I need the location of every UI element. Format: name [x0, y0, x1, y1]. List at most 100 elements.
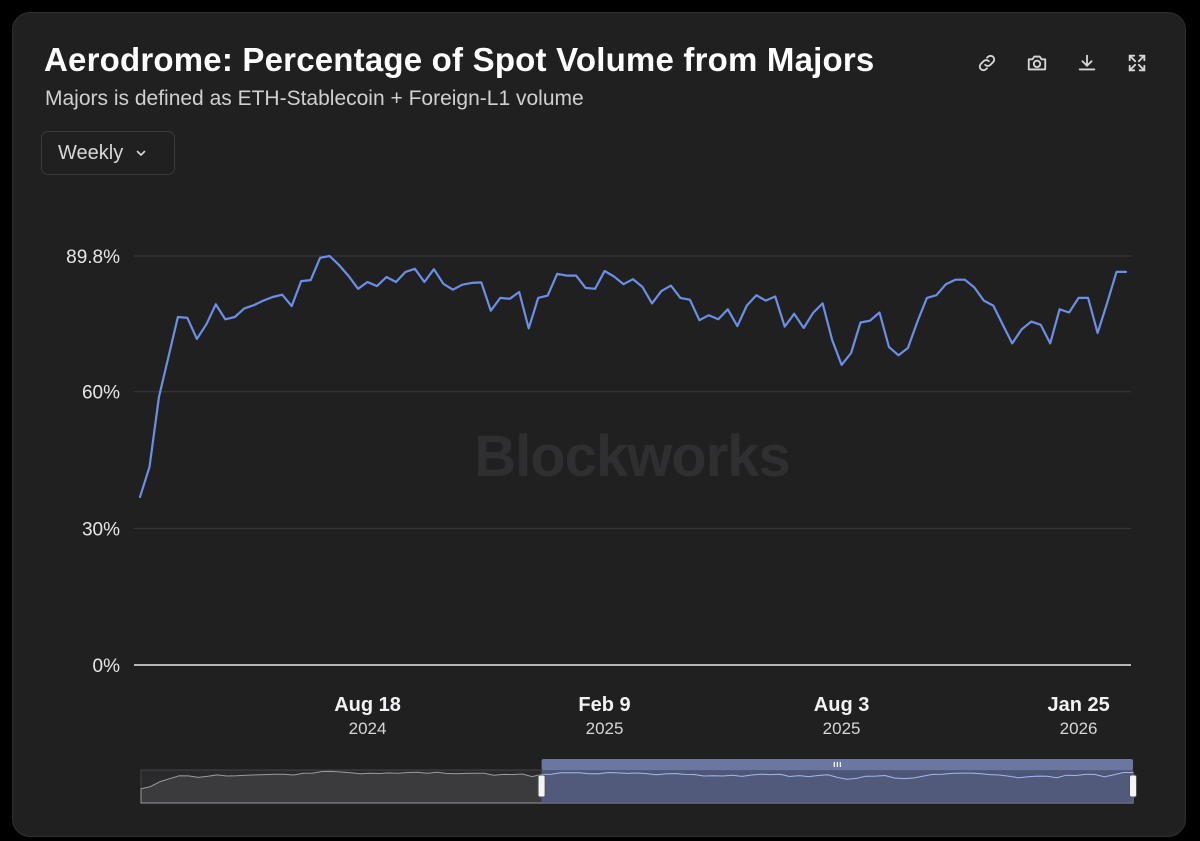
fullscreen-button[interactable] [1125, 51, 1149, 75]
data-point[interactable] [886, 344, 892, 350]
data-point[interactable] [137, 494, 143, 500]
data-point[interactable] [1057, 306, 1063, 312]
data-point[interactable] [867, 318, 873, 324]
data-point[interactable] [1104, 300, 1110, 306]
download-button[interactable] [1075, 51, 1099, 75]
data-point[interactable] [829, 337, 835, 343]
data-point[interactable] [1028, 319, 1034, 325]
data-point[interactable] [820, 300, 826, 306]
navigator-selection[interactable] [541, 770, 1133, 803]
data-point[interactable] [147, 464, 153, 470]
data-point[interactable] [1009, 340, 1015, 346]
data-point[interactable] [175, 314, 181, 320]
data-point[interactable] [251, 302, 257, 308]
data-point[interactable] [535, 295, 541, 301]
data-point[interactable] [526, 325, 532, 331]
data-point[interactable] [516, 289, 522, 295]
data-point[interactable] [336, 262, 342, 268]
data-point[interactable] [611, 274, 617, 280]
data-point[interactable] [791, 311, 797, 317]
data-point[interactable] [1066, 310, 1072, 316]
data-point[interactable] [706, 312, 712, 318]
data-point[interactable] [421, 279, 427, 285]
data-point[interactable] [1076, 295, 1082, 301]
data-point[interactable] [896, 352, 902, 358]
data-point[interactable] [848, 350, 854, 356]
data-point[interactable] [725, 306, 731, 312]
data-point[interactable] [403, 269, 409, 275]
data-point[interactable] [308, 277, 314, 283]
data-point[interactable] [554, 271, 560, 277]
data-point[interactable] [355, 286, 361, 292]
data-point[interactable] [194, 336, 200, 342]
data-point[interactable] [564, 273, 570, 279]
data-point[interactable] [782, 324, 788, 330]
data-point[interactable] [1095, 330, 1101, 336]
data-point[interactable] [753, 292, 759, 298]
data-point[interactable] [677, 295, 683, 301]
data-point[interactable] [839, 362, 845, 368]
data-point[interactable] [507, 296, 513, 302]
copy-link-button[interactable] [975, 51, 999, 75]
data-point[interactable] [459, 282, 465, 288]
data-point[interactable] [763, 298, 769, 304]
data-point[interactable] [317, 255, 323, 261]
data-point[interactable] [649, 300, 655, 306]
data-point[interactable] [952, 277, 958, 283]
navigator-handle-right[interactable] [1129, 774, 1137, 798]
data-point[interactable] [744, 303, 750, 309]
data-point[interactable] [573, 273, 579, 279]
data-point[interactable] [962, 277, 968, 283]
data-point[interactable] [858, 320, 864, 326]
data-point[interactable] [801, 325, 807, 331]
data-point[interactable] [298, 278, 304, 284]
data-point[interactable] [203, 321, 209, 327]
data-point[interactable] [621, 281, 627, 287]
data-point[interactable] [478, 279, 484, 285]
data-point[interactable] [222, 316, 228, 322]
data-point[interactable] [384, 274, 390, 280]
data-point[interactable] [1123, 269, 1129, 275]
data-point[interactable] [630, 276, 636, 282]
data-point[interactable] [905, 345, 911, 351]
data-point[interactable] [1000, 322, 1006, 328]
navigator-handle-left[interactable] [537, 774, 546, 798]
data-point[interactable] [734, 323, 740, 329]
data-point[interactable] [981, 298, 987, 304]
data-point[interactable] [924, 295, 930, 301]
data-point[interactable] [592, 286, 598, 292]
data-point[interactable] [772, 294, 778, 300]
data-point[interactable] [1038, 322, 1044, 328]
data-point[interactable] [545, 293, 551, 299]
data-point[interactable] [346, 273, 352, 279]
data-point[interactable] [687, 297, 693, 303]
data-point[interactable] [232, 314, 238, 320]
data-point[interactable] [374, 283, 380, 289]
data-point[interactable] [279, 292, 285, 298]
data-point[interactable] [450, 287, 456, 293]
data-point[interactable] [327, 253, 333, 259]
data-point[interactable] [165, 354, 171, 360]
data-point[interactable] [1019, 326, 1025, 332]
data-point[interactable] [668, 283, 674, 289]
data-point[interactable] [715, 316, 721, 322]
data-point[interactable] [213, 301, 219, 307]
screenshot-button[interactable] [1025, 51, 1049, 75]
data-point[interactable] [497, 295, 503, 301]
data-point[interactable] [877, 310, 883, 316]
data-point[interactable] [583, 285, 589, 291]
data-point[interactable] [933, 292, 939, 298]
data-point[interactable] [241, 305, 247, 311]
data-point[interactable] [658, 288, 664, 294]
data-point[interactable] [696, 317, 702, 323]
data-point[interactable] [943, 281, 949, 287]
data-point[interactable] [156, 394, 162, 400]
data-point[interactable] [260, 298, 266, 304]
data-point[interactable] [488, 308, 494, 314]
data-point[interactable] [914, 319, 920, 325]
data-point[interactable] [1085, 295, 1091, 301]
data-point[interactable] [990, 303, 996, 309]
data-point[interactable] [431, 266, 437, 272]
data-point[interactable] [971, 284, 977, 290]
range-navigator[interactable] [140, 759, 1137, 804]
